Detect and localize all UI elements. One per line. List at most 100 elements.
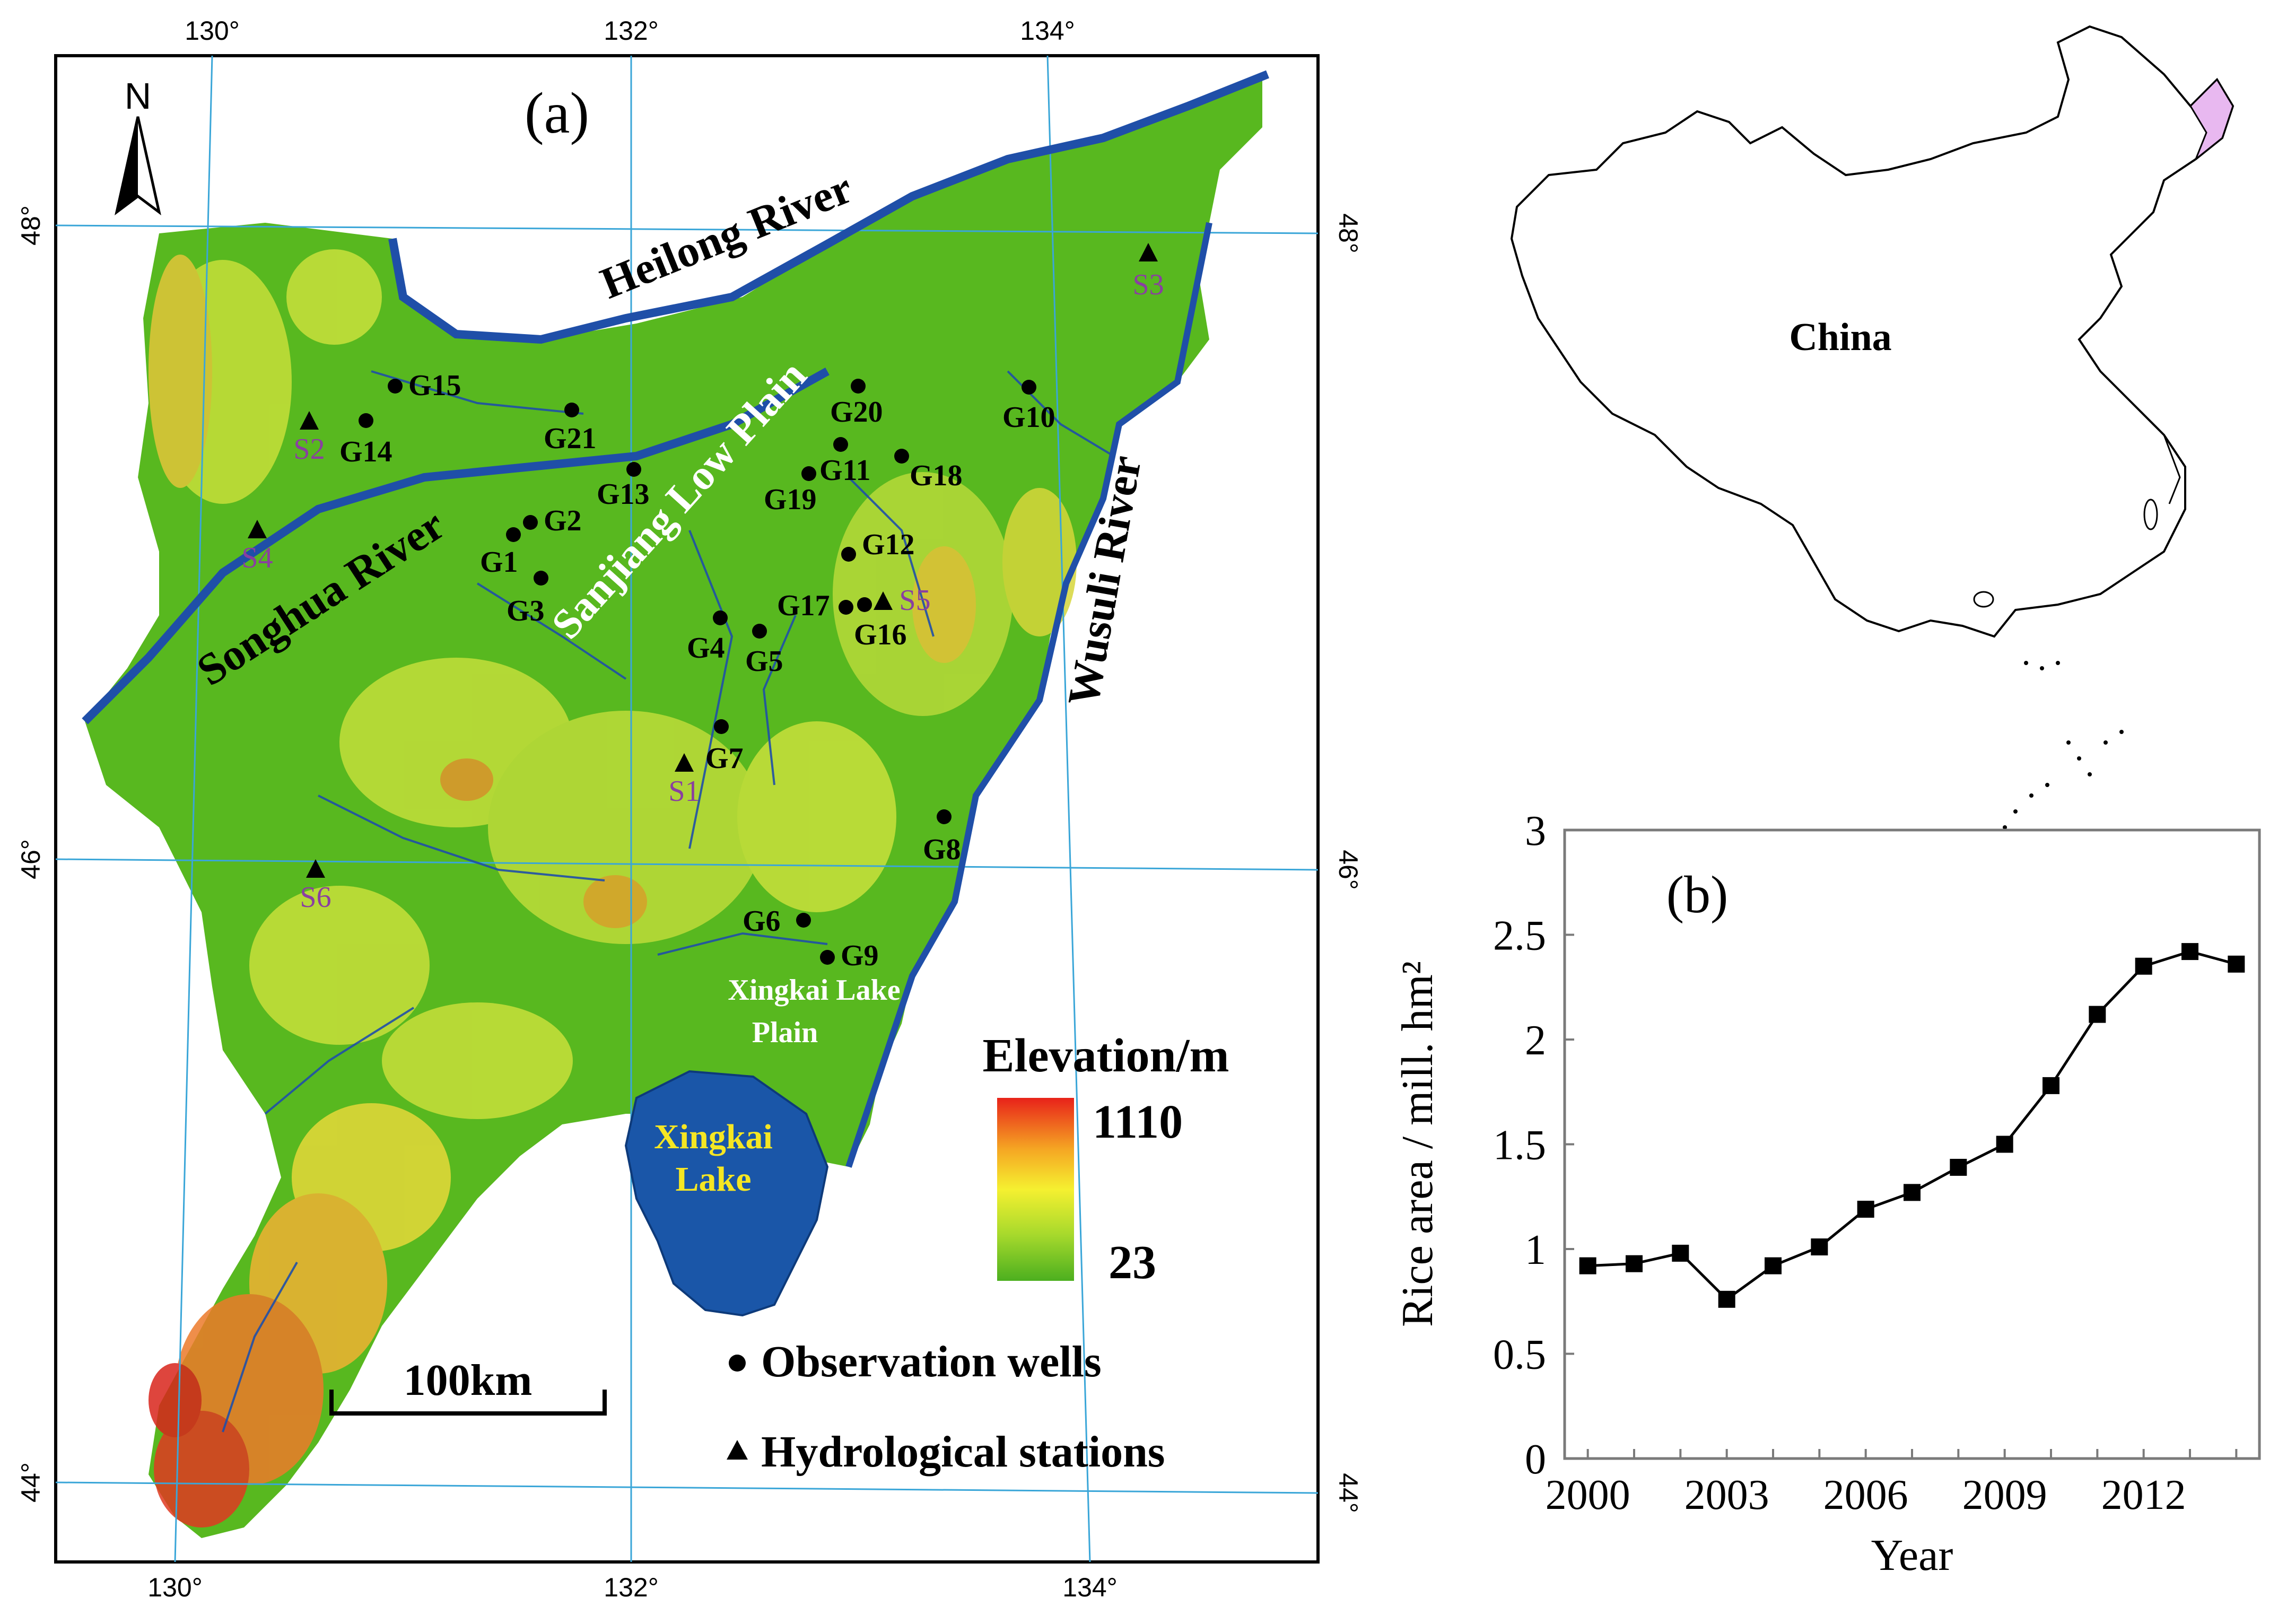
songhua-river-line [82, 368, 830, 724]
panel-b-chart: (b) 0 0.5 1 1.5 2 2.5 3 2000 2003 2006 2009 2012 Ye… [1393, 808, 2261, 1580]
svg-text:S4: S4 [241, 542, 273, 574]
data-point-2001 [1626, 1255, 1643, 1272]
svg-text:G7: G7 [705, 742, 744, 775]
river-network [82, 70, 1269, 1433]
data-point-2011 [2089, 1006, 2106, 1023]
china-outline [1510, 25, 2235, 638]
chart-axes: 0 0.5 1 1.5 2 2.5 3 2000 2003 2006 2009 2012 [1493, 808, 2238, 1518]
svg-text:G1: G1 [480, 546, 518, 579]
y-tick-label: 0 [1525, 1436, 1546, 1483]
svg-text:G15: G15 [408, 369, 461, 402]
lat-label-48-left: 48° [16, 205, 46, 246]
svg-text:G14: G14 [339, 435, 392, 468]
data-point-2007 [1904, 1184, 1921, 1201]
svg-text:G10: G10 [1002, 401, 1055, 434]
well-g10: G10 [1002, 380, 1055, 434]
well-g21: G21 [544, 403, 597, 455]
well-g9: G9 [820, 939, 879, 972]
svg-text:G13: G13 [597, 478, 650, 511]
stations-legend-label: Hydrological stations [761, 1427, 1165, 1477]
xingkai-lake-label-line1: Xingkai [654, 1117, 773, 1156]
well-g14: G14 [339, 413, 392, 468]
svg-text:S1: S1 [668, 775, 700, 808]
well-g11: G11 [801, 454, 870, 487]
elevation-colorbar [997, 1098, 1074, 1281]
data-point-2006 [1857, 1200, 1874, 1218]
svg-text:G18: G18 [910, 459, 963, 492]
north-arrow: N [115, 75, 161, 216]
y-tick-label: 0.5 [1493, 1332, 1546, 1378]
wusuli-river-line [845, 222, 1212, 1168]
station-s5: S5 [874, 584, 931, 617]
x-axis-title: Year [1871, 1531, 1953, 1580]
svg-text:G11: G11 [819, 454, 870, 487]
svg-text:G2: G2 [544, 504, 582, 537]
x-tick-label: 2006 [1823, 1472, 1908, 1518]
well-g7: G7 [705, 719, 744, 775]
x-tick-label: 2003 [1685, 1472, 1769, 1518]
lon-label-134-bottom: 134° [1062, 1573, 1117, 1602]
legend-title: Elevation/m [983, 1029, 1229, 1082]
well-g2: G2 [523, 504, 582, 537]
well-g8: G8 [923, 809, 961, 866]
y-tick-label: 2 [1525, 1017, 1546, 1064]
well-g6: G6 [743, 905, 811, 938]
x-tick-label: 2009 [1962, 1472, 2047, 1518]
chart-plot-area [1563, 828, 2261, 1460]
svg-text:G4: G4 [687, 632, 725, 665]
wells-legend-marker [729, 1355, 746, 1372]
data-point-2009 [1996, 1136, 2013, 1153]
data-point-2005 [1811, 1238, 1828, 1256]
y-tick-label: 2.5 [1493, 913, 1546, 959]
well-g16: G16 [854, 597, 907, 651]
china-label: China [1789, 316, 1891, 359]
lat-label-46-right: 46° [1333, 850, 1363, 890]
lon-label-134-top: 134° [1020, 16, 1075, 46]
xingkai-plain-label-line2: Plain [752, 1016, 818, 1049]
lon-label-132-bottom: 132° [604, 1573, 658, 1602]
observation-wells: G1 G2 G3 G4 G5 G6 G7 G8 G9 G10 G11 G12 G… [339, 369, 1055, 972]
lat-label-46-left: 46° [16, 839, 46, 879]
data-point-2013 [2181, 943, 2198, 961]
svg-text:G12: G12 [862, 528, 915, 561]
y-tick-label: 1 [1525, 1227, 1546, 1273]
data-point-2014 [2228, 955, 2245, 973]
scale-bar: 100km [329, 1356, 607, 1416]
well-g19: G19 [764, 437, 848, 516]
data-point-2012 [2135, 957, 2152, 975]
data-point-2002 [1672, 1244, 1689, 1262]
well-g13: G13 [597, 462, 650, 511]
lon-label-130-top: 130° [185, 16, 239, 46]
well-g4: G4 [687, 610, 728, 665]
legend-max: 1110 [1093, 1096, 1183, 1148]
heilong-river-line [388, 70, 1269, 344]
station-s4: S4 [241, 520, 273, 574]
well-g5: G5 [745, 624, 783, 678]
china-inset-map: China [1510, 25, 2235, 867]
hainan-island [1973, 591, 1994, 608]
hydrological-stations: S1 S2 S3 S4 S5 S6 [241, 243, 1164, 914]
heilongjiang-highlight [2189, 78, 2234, 162]
panel-b-label: (b) [1666, 865, 1729, 924]
svg-text:G5: G5 [745, 645, 783, 678]
wells-legend-label: Observation wells [761, 1337, 1102, 1386]
svg-text:G21: G21 [544, 422, 597, 455]
xingkai-lake-label-line2: Lake [675, 1160, 751, 1199]
legend-min: 23 [1109, 1236, 1156, 1289]
svg-text:G16: G16 [854, 618, 907, 651]
x-tick-label: 2000 [1546, 1472, 1630, 1518]
y-tick-label: 1.5 [1493, 1122, 1546, 1169]
xingkai-lake [624, 1070, 829, 1317]
svg-text:G17: G17 [777, 589, 830, 622]
station-s3: S3 [1132, 243, 1164, 301]
svg-text:S3: S3 [1132, 268, 1164, 301]
svg-text:G9: G9 [841, 939, 879, 972]
highland-shading [149, 249, 1077, 1527]
svg-text:G3: G3 [507, 595, 545, 627]
well-g12: G12 [841, 528, 915, 562]
lon-label-130-bottom: 130° [147, 1573, 202, 1602]
svg-text:G19: G19 [764, 483, 817, 516]
graticule [55, 55, 1319, 1562]
data-point-2004 [1765, 1257, 1782, 1274]
svg-text:G8: G8 [923, 833, 961, 866]
